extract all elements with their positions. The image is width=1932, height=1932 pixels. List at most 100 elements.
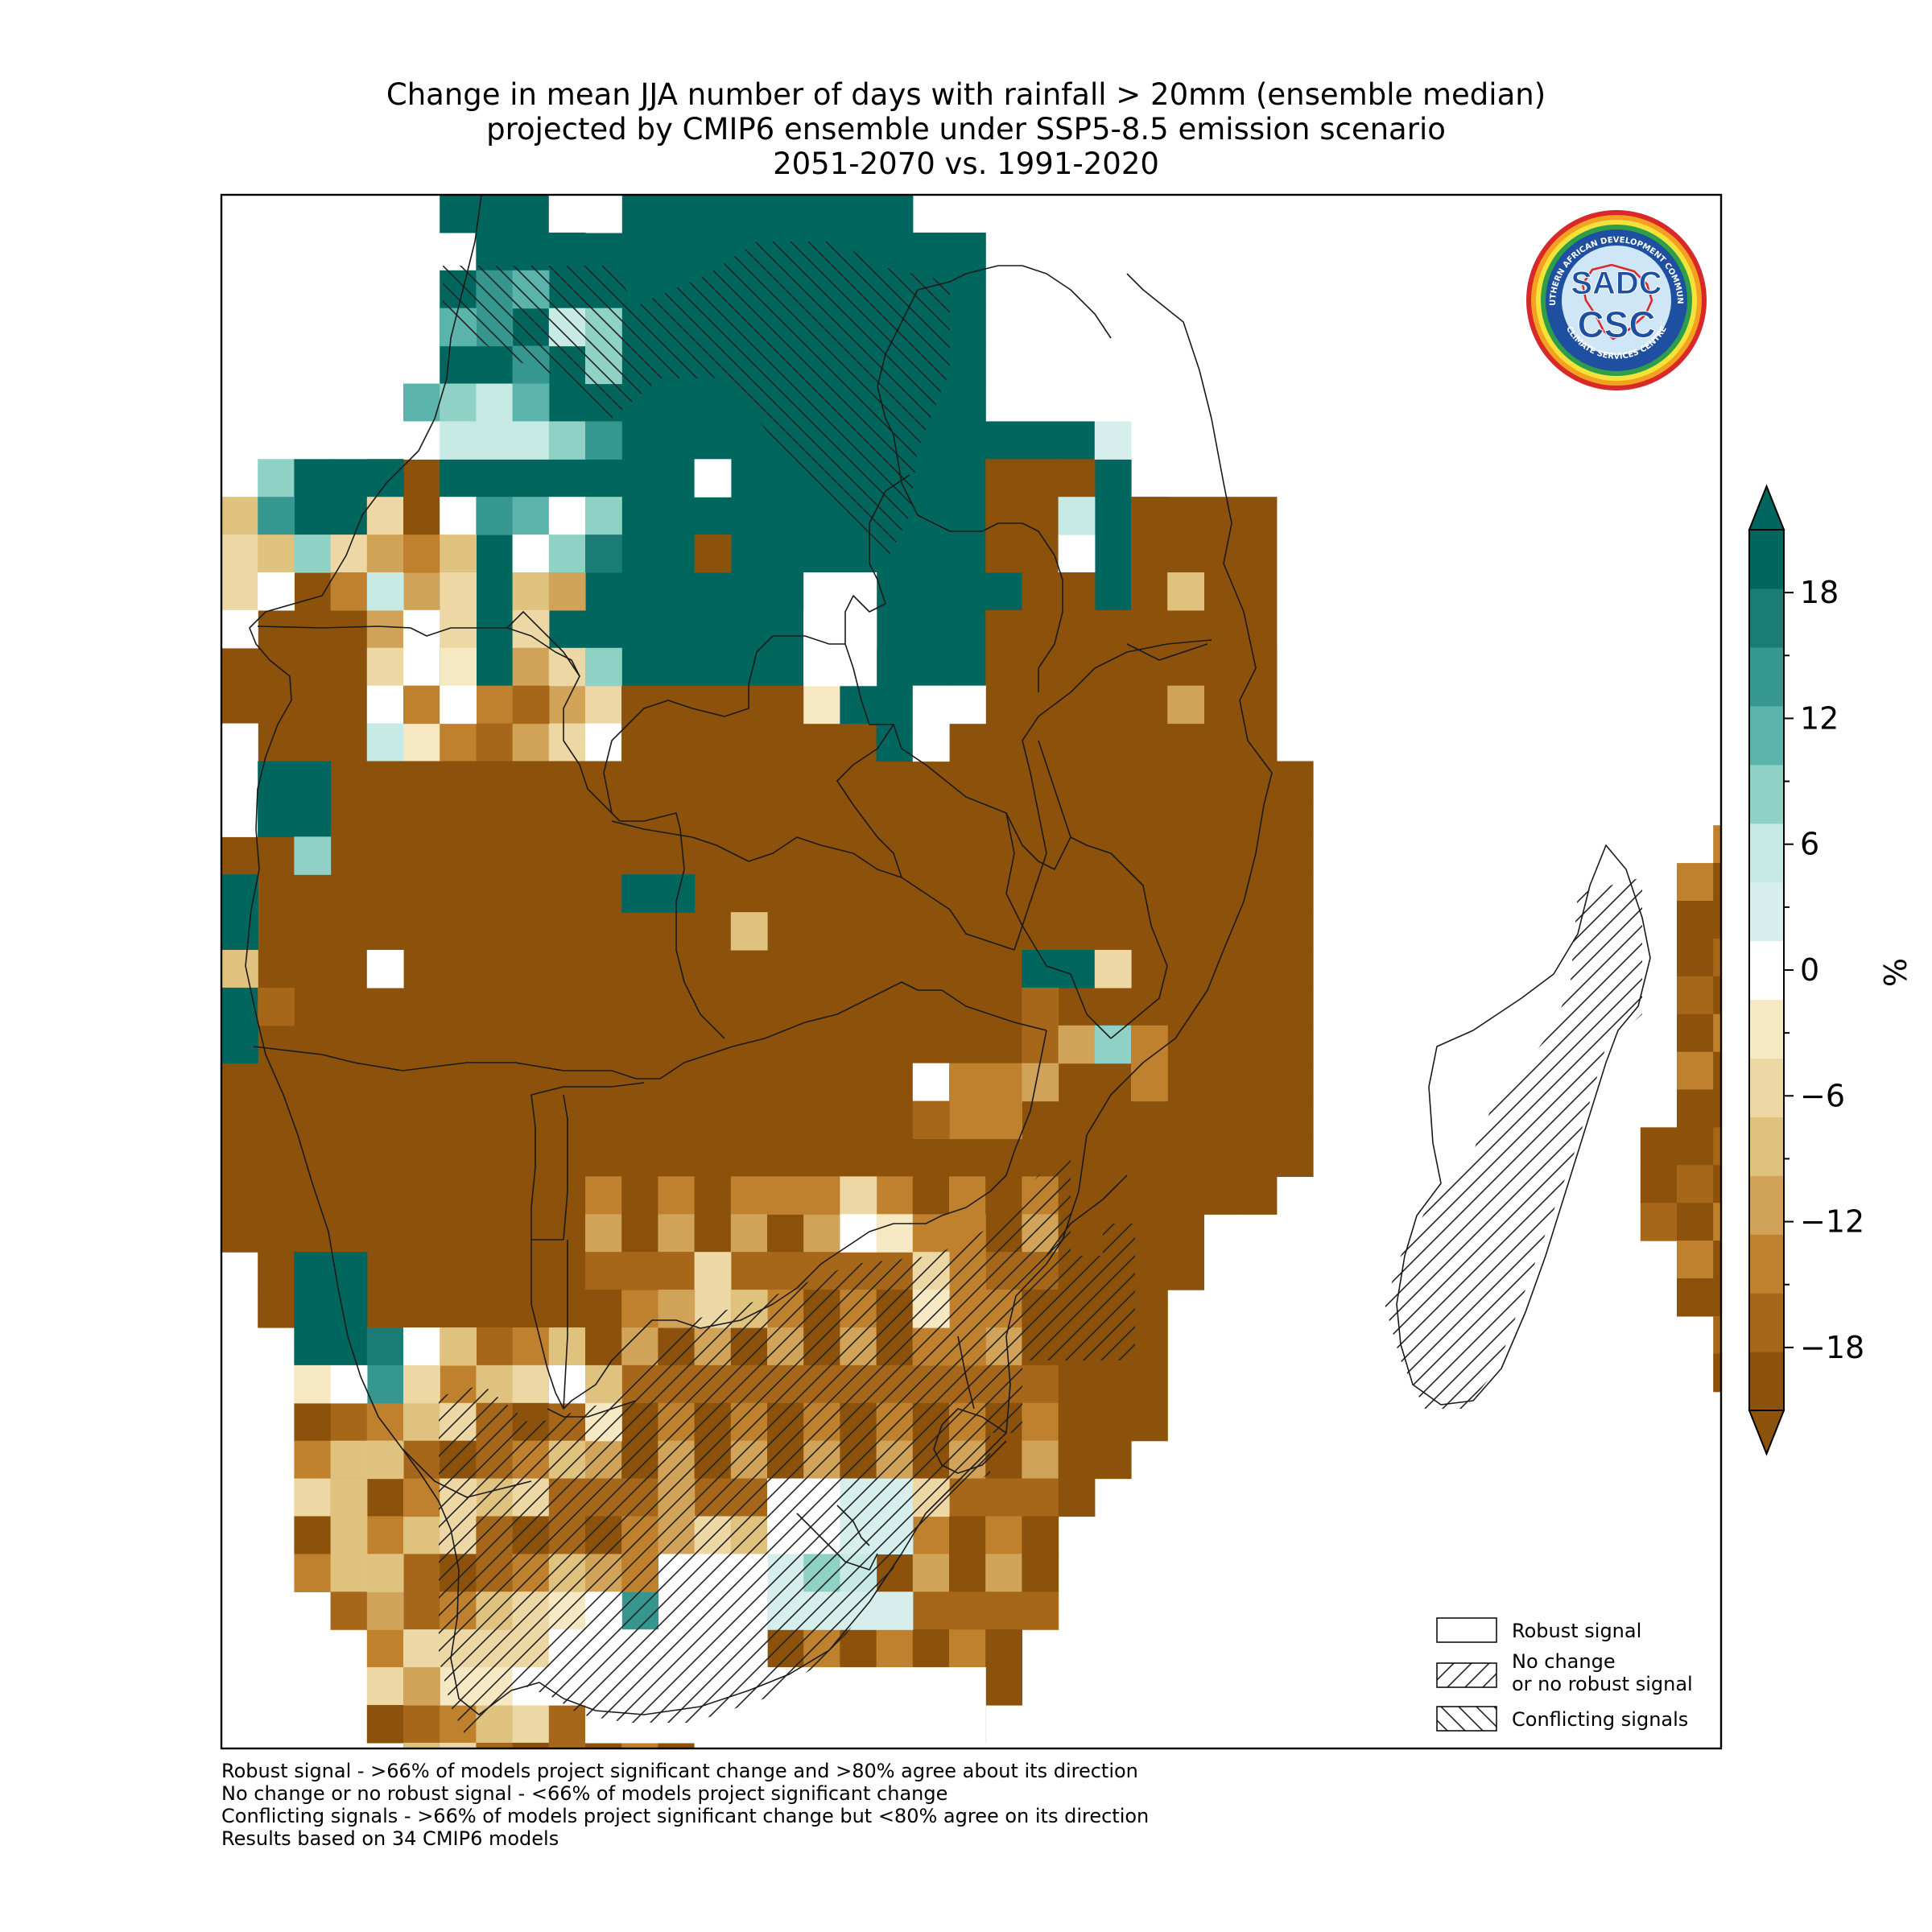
legend-swatch-no-change bbox=[1436, 1662, 1497, 1688]
grid-cell bbox=[1240, 1025, 1278, 1064]
grid-cell bbox=[803, 1063, 840, 1102]
grid-cell bbox=[548, 950, 586, 989]
grid-cell bbox=[1240, 609, 1278, 649]
grid-cell bbox=[1240, 950, 1278, 989]
grid-cell bbox=[366, 799, 404, 837]
grid-cell bbox=[1131, 535, 1168, 573]
grid-cell bbox=[1713, 1203, 1721, 1241]
map-title: Change in mean JJA number of days with r… bbox=[0, 77, 1932, 181]
border-19 bbox=[563, 1240, 568, 1410]
grid-cell bbox=[476, 383, 514, 422]
grid-cell bbox=[985, 1100, 1022, 1140]
colorbar-tick-label: 12 bbox=[1800, 700, 1839, 736]
grid-cell bbox=[767, 535, 804, 573]
grid-cell bbox=[366, 1290, 404, 1328]
grid-cell bbox=[1094, 1176, 1132, 1215]
grid-cell bbox=[403, 1478, 440, 1517]
grid-cell bbox=[840, 572, 877, 611]
grid-cell bbox=[912, 912, 950, 951]
grid-cell bbox=[440, 987, 477, 1026]
grid-cell bbox=[803, 912, 840, 951]
grid-cell bbox=[985, 1554, 1022, 1592]
grid-cell bbox=[440, 1214, 477, 1253]
grid-cell bbox=[912, 761, 950, 799]
grid-cell bbox=[1203, 987, 1241, 1026]
grid-cell bbox=[1203, 685, 1241, 724]
grid-cell bbox=[876, 1591, 914, 1630]
grid-cell bbox=[366, 1591, 404, 1630]
colorbar-segment bbox=[1749, 999, 1784, 1059]
grid-cell bbox=[730, 459, 768, 497]
grid-cell bbox=[1058, 1402, 1096, 1442]
grid-cell bbox=[1203, 950, 1241, 989]
grid-cell bbox=[876, 685, 914, 724]
grid-cell bbox=[1094, 535, 1132, 573]
colorbar-segment bbox=[1749, 1352, 1784, 1411]
grid-cell bbox=[1167, 572, 1204, 611]
grid-cell bbox=[803, 609, 840, 649]
grid-cell bbox=[694, 836, 732, 875]
grid-cell bbox=[1240, 799, 1278, 837]
grid-cell bbox=[1677, 1051, 1714, 1091]
grid-cell bbox=[1240, 987, 1278, 1026]
grid-cell bbox=[585, 421, 622, 460]
grid-cell bbox=[621, 1214, 658, 1253]
grid-cell bbox=[949, 1554, 986, 1592]
grid-cell bbox=[1131, 761, 1168, 799]
grid-cell bbox=[440, 761, 477, 799]
grid-cell bbox=[694, 535, 732, 573]
grid-cell bbox=[912, 1591, 950, 1630]
grid-cell bbox=[985, 836, 1022, 875]
grid-cell bbox=[366, 1138, 404, 1177]
grid-cell bbox=[621, 1100, 658, 1140]
logo-mark-bottom: CSC bbox=[1577, 303, 1655, 345]
grid-cell bbox=[548, 232, 586, 271]
grid-cell bbox=[621, 874, 658, 913]
grid-cell bbox=[294, 1402, 332, 1442]
grid-cell bbox=[767, 874, 804, 913]
grid-cell bbox=[985, 799, 1022, 837]
grid-cell bbox=[840, 950, 877, 989]
title-line-3: 2051-2070 vs. 1991-2020 bbox=[773, 147, 1159, 181]
grid-cell bbox=[1058, 1440, 1096, 1480]
grid-cell bbox=[876, 572, 914, 611]
grid-cell bbox=[366, 1063, 404, 1102]
grid-cell bbox=[985, 761, 1022, 799]
grid-cell bbox=[694, 1063, 732, 1102]
grid-cell bbox=[330, 1364, 368, 1404]
grid-cell bbox=[803, 1176, 840, 1215]
grid-cell bbox=[730, 874, 768, 913]
grid-cell bbox=[912, 1214, 950, 1253]
grid-cell bbox=[694, 1138, 732, 1177]
grid-cell bbox=[803, 1100, 840, 1140]
grid-cell bbox=[912, 459, 950, 497]
grid-cell bbox=[330, 1214, 368, 1253]
grid-cell bbox=[1131, 836, 1168, 875]
grid-cell bbox=[585, 195, 622, 233]
grid-cell bbox=[840, 1176, 877, 1215]
grid-cell bbox=[1094, 761, 1132, 799]
grid-cell bbox=[440, 836, 477, 875]
grid-cell bbox=[1058, 535, 1096, 573]
grid-cell bbox=[221, 912, 258, 951]
grid-cell bbox=[1240, 1063, 1278, 1102]
grid-cell bbox=[1022, 799, 1059, 837]
grid-cell bbox=[767, 1742, 804, 1748]
legend-label-no-change-2: or no robust signal bbox=[1512, 1673, 1693, 1695]
grid-cell bbox=[803, 723, 840, 762]
grid-cell bbox=[840, 874, 877, 913]
grid-cell bbox=[585, 912, 622, 951]
grid-cell bbox=[1276, 1025, 1314, 1064]
grid-cell bbox=[1276, 1100, 1314, 1140]
map-frame bbox=[220, 193, 1723, 1750]
grid-cell bbox=[876, 1629, 914, 1668]
grid-cell bbox=[440, 950, 477, 989]
grid-cell bbox=[1677, 901, 1714, 939]
grid-cell bbox=[876, 1742, 914, 1748]
grid-cell bbox=[1276, 874, 1314, 913]
grid-cell bbox=[1167, 950, 1204, 989]
grid-cell bbox=[403, 609, 440, 649]
grid-cell bbox=[1833, 976, 1870, 1015]
grid-cell bbox=[512, 1100, 550, 1140]
grid-cell bbox=[1058, 1025, 1096, 1064]
